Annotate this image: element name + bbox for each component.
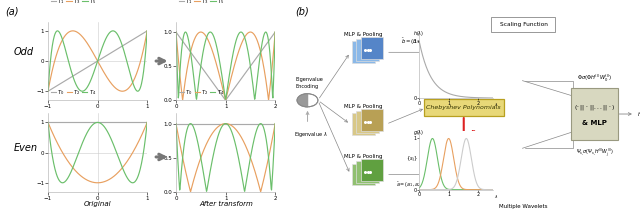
Text: Odd: Odd [470,79,485,84]
FancyBboxPatch shape [352,164,375,185]
FancyBboxPatch shape [352,41,375,63]
Text: Even: Even [470,131,488,135]
Text: $\lambda$: $\lambda$ [494,193,499,200]
Text: $(\cdot\,||\,\cdot\,||...||\,\cdot)$: $(\cdot\,||\,\cdot\,||...||\,\cdot)$ [574,103,615,112]
Legend: $T_0$, $T_2$, $T_4$: $T_0$, $T_2$, $T_4$ [177,86,226,99]
Text: MLP & Pooling: MLP & Pooling [344,154,383,159]
Text: (b): (b) [296,7,309,17]
FancyBboxPatch shape [360,159,383,181]
Text: $\bar{a}=(a_1, a_2, \ldots, a_n)$: $\bar{a}=(a_1, a_2, \ldots, a_n)$ [396,180,438,189]
Text: MLP & Pooling: MLP & Pooling [344,104,383,109]
FancyBboxPatch shape [360,37,383,59]
Circle shape [297,94,318,107]
Text: $g(\lambda)$: $g(\lambda)$ [413,128,425,137]
Legend: $T_0$, $T_2$, $T_4$: $T_0$, $T_2$, $T_4$ [49,86,98,99]
FancyBboxPatch shape [492,17,556,32]
Text: Chebyshev Polynomials: Chebyshev Polynomials [426,105,501,110]
Text: $\bar{b}=(b_1,b_2,\ldots,b_\gamma)$: $\bar{b}=(b_1,b_2,\ldots,b_\gamma)$ [401,37,447,48]
Text: Eigenvalue $\lambda$: Eigenvalue $\lambda$ [294,130,328,139]
FancyBboxPatch shape [424,99,504,116]
Text: & MLP: & MLP [582,120,607,126]
Text: $\Phi\sigma(\Phi H^{(l)}W_0^{(l)})$: $\Phi\sigma(\Phi H^{(l)}W_0^{(l)})$ [577,73,612,84]
Text: Encoding: Encoding [296,84,319,89]
Text: $h(\lambda)$: $h(\lambda)$ [413,29,425,38]
Text: MLP & Pooling: MLP & Pooling [344,32,383,37]
Text: $H^{(l+1)}$: $H^{(l+1)}$ [637,109,640,119]
Text: $\lambda$: $\lambda$ [494,101,499,108]
FancyBboxPatch shape [356,39,379,61]
Polygon shape [297,94,308,107]
Text: Odd: Odd [14,47,34,57]
Text: (a): (a) [5,7,19,17]
Text: Even: Even [14,143,38,153]
Text: After transform: After transform [199,201,253,207]
FancyBboxPatch shape [356,161,379,183]
Text: Original: Original [84,201,112,207]
FancyBboxPatch shape [356,111,379,133]
FancyBboxPatch shape [360,109,383,131]
FancyBboxPatch shape [352,113,375,135]
Text: Multiple Wavelets: Multiple Wavelets [499,204,548,208]
Legend: $T_1$, $T_3$, $T_5$: $T_1$, $T_3$, $T_5$ [49,0,98,8]
Legend: $T_1$, $T_3$, $T_5$: $T_1$, $T_3$, $T_5$ [177,0,226,8]
FancyBboxPatch shape [571,88,618,140]
Text: Eigenvalue: Eigenvalue [296,77,324,82]
Text: $\{s_j\}$: $\{s_j\}$ [406,154,418,165]
Text: $\Psi_{s_j}\sigma(\Psi_{s_j}H^{(l)}W_j^{(l)})$: $\Psi_{s_j}\sigma(\Psi_{s_j}H^{(l)}W_j^{… [576,146,614,159]
Text: Scaling Function: Scaling Function [500,22,547,27]
